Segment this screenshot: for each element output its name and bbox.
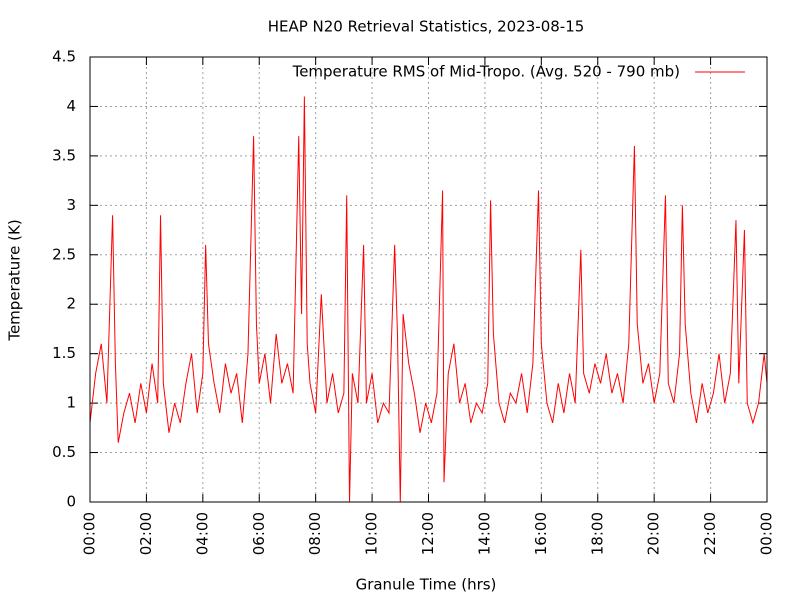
- x-tick-label: 14:00: [475, 512, 493, 555]
- y-tick-label: 0.5: [52, 443, 76, 461]
- y-tick-label: 1: [66, 394, 76, 412]
- x-tick-label: 16:00: [532, 512, 550, 555]
- y-tick-label: 4: [66, 97, 76, 115]
- x-tick-label: 20:00: [645, 512, 663, 555]
- y-tick-label: 3.5: [52, 146, 76, 164]
- x-tick-label: 02:00: [137, 512, 155, 555]
- y-tick-label: 1.5: [52, 344, 76, 362]
- y-tick-label: 2.5: [52, 245, 76, 263]
- x-tick-label: 12:00: [419, 512, 437, 555]
- y-tick-label: 2: [66, 295, 76, 313]
- y-tick-label: 3: [66, 196, 76, 214]
- plot-frame: [89, 56, 768, 503]
- y-tick-label: 4.5: [52, 48, 76, 66]
- x-axis-label: Granule Time (hrs): [356, 576, 497, 594]
- chart-title: HEAP N20 Retrieval Statistics, 2023-08-1…: [268, 18, 585, 36]
- y-axis-label: Temperature (K): [6, 219, 24, 341]
- x-tick-label: 04:00: [193, 512, 211, 555]
- x-tick-label: 10:00: [363, 512, 381, 555]
- x-tick-label: 00:00: [81, 512, 99, 555]
- x-tick-label: 06:00: [250, 512, 268, 555]
- x-tick-label: 00:00: [758, 512, 776, 555]
- y-tick-label: 0: [66, 493, 76, 511]
- x-tick-label: 18:00: [588, 512, 606, 555]
- x-tick-label: 22:00: [701, 512, 719, 555]
- x-tick-label: 08:00: [306, 512, 324, 555]
- legend-label: Temperature RMS of Mid-Tropo. (Avg. 520 …: [292, 63, 680, 81]
- data-line: [89, 96, 768, 503]
